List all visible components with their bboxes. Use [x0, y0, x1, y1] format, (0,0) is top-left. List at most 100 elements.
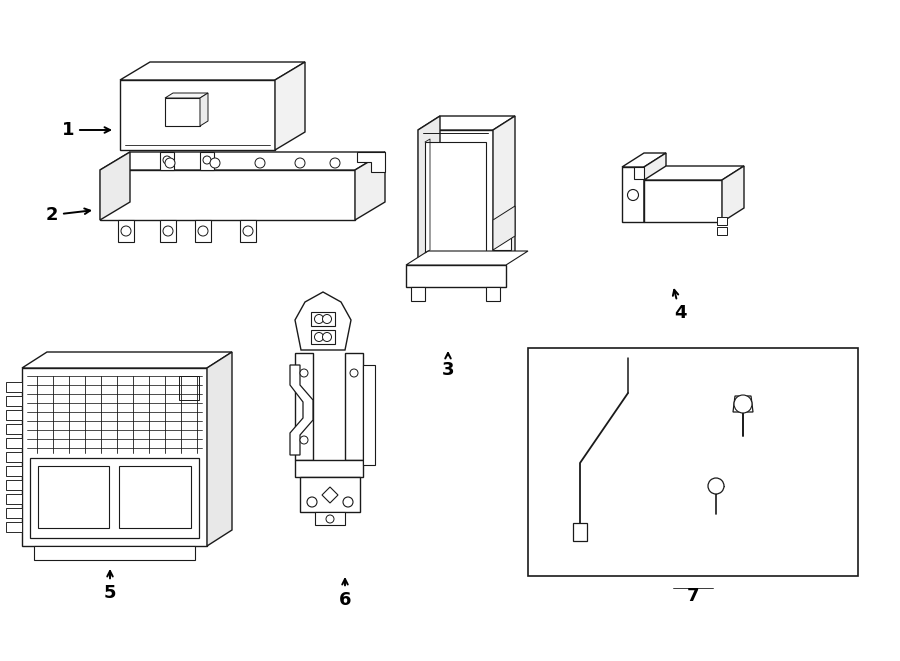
Polygon shape [207, 352, 232, 546]
Circle shape [326, 515, 334, 523]
Circle shape [627, 190, 638, 200]
Polygon shape [6, 382, 22, 392]
Polygon shape [120, 62, 305, 80]
Polygon shape [6, 466, 22, 476]
Polygon shape [644, 166, 744, 180]
Polygon shape [6, 438, 22, 448]
Polygon shape [622, 167, 644, 222]
Polygon shape [355, 152, 385, 220]
Circle shape [121, 226, 131, 236]
Polygon shape [6, 494, 22, 504]
Circle shape [165, 158, 175, 168]
Polygon shape [118, 220, 134, 242]
Polygon shape [622, 153, 666, 167]
Circle shape [210, 158, 220, 168]
Polygon shape [200, 93, 208, 126]
Polygon shape [406, 251, 528, 265]
Polygon shape [6, 424, 22, 434]
Polygon shape [34, 546, 195, 560]
Polygon shape [311, 312, 335, 326]
Polygon shape [6, 452, 22, 462]
Polygon shape [295, 292, 351, 350]
Polygon shape [345, 353, 363, 460]
Polygon shape [357, 152, 385, 172]
Circle shape [322, 315, 331, 323]
Circle shape [300, 369, 308, 377]
Polygon shape [634, 167, 644, 179]
Polygon shape [493, 220, 511, 250]
Polygon shape [363, 365, 375, 465]
Polygon shape [573, 523, 587, 541]
Text: 3: 3 [442, 353, 454, 379]
Polygon shape [290, 365, 313, 455]
Polygon shape [100, 152, 385, 170]
Polygon shape [322, 487, 338, 503]
Polygon shape [406, 265, 506, 287]
Text: 4: 4 [673, 290, 686, 322]
Polygon shape [486, 287, 500, 301]
Polygon shape [722, 166, 744, 222]
Polygon shape [295, 460, 363, 477]
Polygon shape [6, 410, 22, 420]
Polygon shape [179, 376, 199, 400]
Polygon shape [240, 220, 256, 242]
Polygon shape [38, 466, 109, 528]
Text: 1: 1 [62, 121, 110, 139]
Polygon shape [418, 116, 440, 265]
Polygon shape [717, 227, 727, 235]
Polygon shape [120, 80, 275, 150]
Circle shape [243, 226, 253, 236]
Text: 2: 2 [46, 206, 90, 224]
Polygon shape [6, 522, 22, 532]
Polygon shape [717, 217, 727, 225]
Circle shape [314, 332, 323, 342]
Polygon shape [6, 508, 22, 518]
Text: 5: 5 [104, 571, 116, 602]
Polygon shape [644, 180, 722, 222]
Circle shape [163, 226, 173, 236]
Circle shape [255, 158, 265, 168]
Circle shape [734, 395, 752, 413]
Polygon shape [733, 396, 753, 412]
Polygon shape [22, 368, 207, 546]
Polygon shape [275, 62, 305, 150]
Polygon shape [295, 353, 313, 460]
Polygon shape [6, 480, 22, 490]
Polygon shape [644, 153, 666, 222]
Circle shape [295, 158, 305, 168]
Circle shape [322, 332, 331, 342]
Polygon shape [311, 330, 335, 344]
Polygon shape [6, 396, 22, 406]
Circle shape [198, 226, 208, 236]
Circle shape [203, 156, 211, 164]
Polygon shape [119, 466, 191, 528]
Circle shape [314, 315, 323, 323]
Polygon shape [300, 477, 360, 512]
Polygon shape [315, 512, 345, 525]
Polygon shape [30, 458, 199, 538]
Polygon shape [411, 287, 425, 301]
Circle shape [708, 478, 724, 494]
Circle shape [343, 497, 353, 507]
Polygon shape [493, 116, 515, 265]
Text: 6: 6 [338, 579, 351, 609]
Circle shape [330, 158, 340, 168]
Polygon shape [100, 170, 355, 220]
Circle shape [300, 436, 308, 444]
Polygon shape [195, 220, 211, 242]
Circle shape [350, 369, 358, 377]
Polygon shape [418, 116, 515, 130]
Polygon shape [493, 206, 515, 250]
Polygon shape [160, 152, 174, 170]
Polygon shape [425, 142, 486, 253]
Polygon shape [165, 98, 200, 126]
Text: 7: 7 [687, 587, 699, 605]
Polygon shape [418, 130, 493, 265]
Circle shape [163, 156, 171, 164]
Polygon shape [100, 152, 130, 220]
Bar [528, 348, 858, 576]
Polygon shape [200, 152, 214, 170]
Polygon shape [160, 220, 176, 242]
Polygon shape [165, 93, 208, 98]
Polygon shape [22, 352, 232, 368]
